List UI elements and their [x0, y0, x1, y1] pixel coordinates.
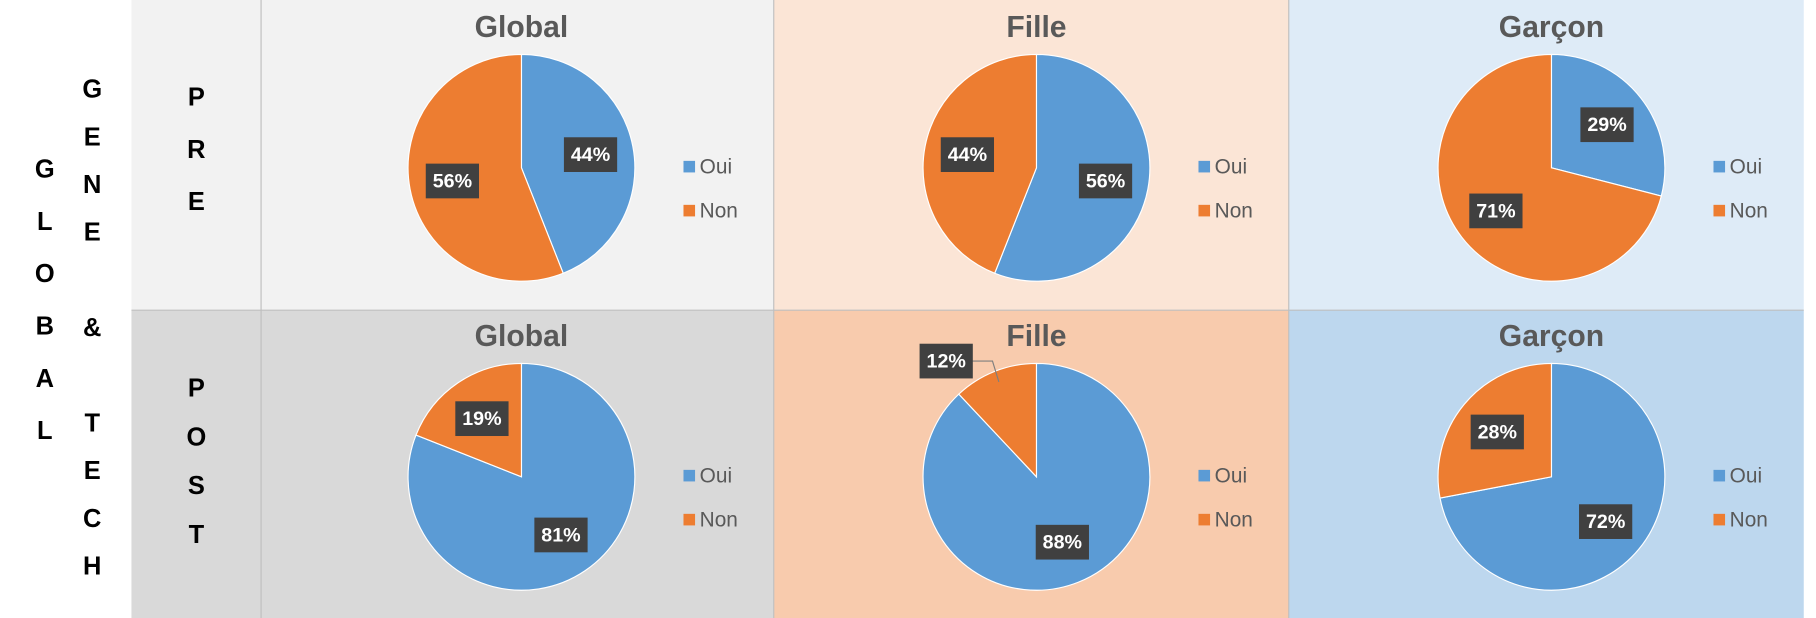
data-label: 44%	[948, 144, 987, 166]
legend-swatch	[1713, 204, 1726, 217]
pie-slice	[958, 362, 1038, 479]
legend-label: Oui	[1730, 155, 1762, 178]
legend-swatch	[1198, 469, 1211, 482]
legend-label: Oui	[1730, 464, 1762, 487]
data-label: 28%	[1478, 421, 1517, 443]
chart-title: Fille	[1006, 320, 1066, 353]
legend-label: Non	[700, 199, 738, 222]
pie-slice	[993, 53, 1151, 282]
legend-label: Non	[1730, 508, 1768, 531]
legend-label: Non	[700, 508, 738, 531]
label-box	[1580, 107, 1634, 143]
legend-swatch	[1713, 160, 1726, 173]
label-box	[425, 163, 480, 199]
legend-label: Non	[1215, 508, 1253, 531]
side-label: GENE & TECH	[78, 76, 106, 600]
label-box	[563, 137, 618, 172]
data-label: 56%	[433, 170, 472, 192]
pie-slice	[407, 53, 564, 282]
legend-swatch	[1713, 513, 1726, 526]
data-label: 56%	[1086, 170, 1125, 192]
chart-title: Fille	[1006, 11, 1066, 44]
chart-title: Global	[475, 320, 569, 353]
leader-line	[971, 360, 1000, 383]
data-label: 81%	[541, 524, 580, 546]
data-label: 72%	[1586, 511, 1625, 533]
legend-swatch	[683, 160, 696, 173]
data-label: 71%	[1476, 200, 1515, 222]
side-label: GLOBAL	[31, 156, 59, 470]
label-box	[455, 401, 509, 437]
label-box	[1469, 193, 1523, 229]
legend-label: Non	[1730, 199, 1768, 222]
label-box	[1579, 504, 1633, 539]
data-label: 29%	[1587, 114, 1626, 136]
chart-title: Garçon	[1499, 11, 1604, 44]
legend-swatch	[683, 513, 696, 526]
row-label: POST	[182, 375, 210, 570]
legend-label: Oui	[700, 155, 732, 178]
legend-label: Oui	[700, 464, 732, 487]
chart-title: Garçon	[1499, 320, 1604, 353]
row-label: PRE	[182, 84, 210, 241]
label-box	[1035, 524, 1089, 560]
legend-swatch	[1198, 160, 1211, 173]
legend-label: Oui	[1215, 155, 1247, 178]
legend-label: Oui	[1215, 464, 1247, 487]
label-box	[919, 343, 973, 379]
legend-swatch	[683, 204, 696, 217]
data-label: 12%	[927, 350, 966, 372]
legend-swatch	[1198, 204, 1211, 217]
legend-swatch	[1713, 469, 1726, 482]
data-label: 19%	[462, 408, 501, 430]
label-box	[534, 517, 588, 553]
label-box	[1078, 163, 1133, 199]
chart-title: Global	[475, 11, 569, 44]
legend-swatch	[683, 469, 696, 482]
data-label: 88%	[1043, 532, 1082, 554]
legend-label: Non	[1215, 199, 1253, 222]
label-box	[1470, 414, 1524, 450]
legend-swatch	[1198, 513, 1211, 526]
data-label: 44%	[571, 144, 610, 166]
label-box	[940, 137, 995, 172]
